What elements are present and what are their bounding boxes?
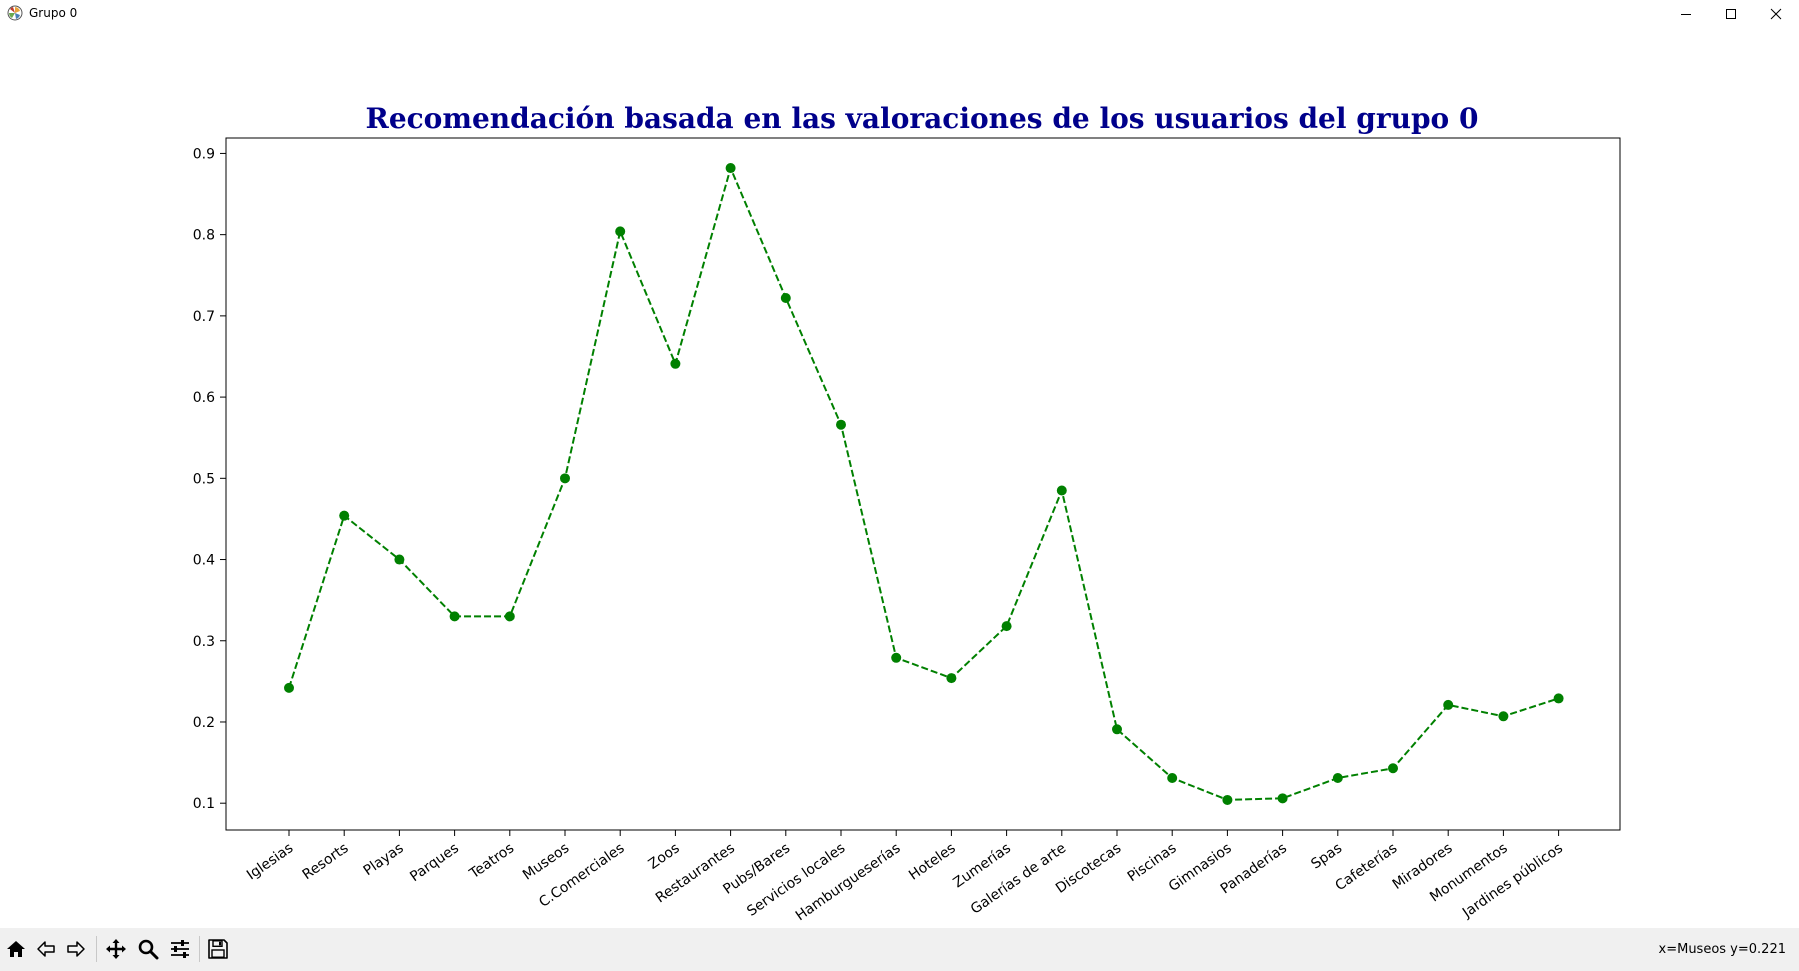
window-title: Grupo 0 (29, 6, 78, 20)
x-tick-label: Zoos (646, 840, 683, 873)
data-point[interactable] (449, 611, 460, 622)
x-tick-label: Galerías de arte (968, 840, 1069, 918)
plot-area (225, 137, 1621, 831)
matplotlib-icon (7, 5, 23, 21)
chart-title: Recomendación basada en las valoraciones… (366, 102, 1479, 135)
data-point[interactable] (1277, 793, 1288, 804)
y-axis: 0.1 0.2 0.3 0.4 0.5 0.6 0.7 0.8 0.9 (193, 146, 226, 812)
y-tick-label: 0.6 (193, 390, 215, 406)
x-tick-label: Playas (361, 840, 407, 879)
data-point[interactable] (394, 554, 405, 565)
y-tick-label: 0.5 (193, 471, 215, 487)
data-point[interactable] (1167, 773, 1178, 784)
x-axis: Iglesias Resorts Playas Parques Teatros Museo… (244, 830, 1566, 924)
data-point[interactable] (1388, 763, 1398, 774)
x-tick-label: Resorts (300, 840, 352, 883)
data-point[interactable] (725, 163, 736, 174)
x-tick-label: Cafeterías (1333, 840, 1401, 894)
close-button[interactable] (1753, 0, 1799, 28)
home-icon (7, 941, 25, 957)
maximize-icon (1726, 9, 1736, 19)
data-point[interactable] (339, 510, 350, 521)
data-point[interactable] (1112, 724, 1122, 735)
data-point[interactable] (1553, 693, 1564, 704)
line-chart: Recomendación basada en las valoraciones… (193, 102, 1621, 924)
data-point[interactable] (1332, 773, 1343, 784)
minimize-button[interactable] (1663, 0, 1709, 28)
arrow-left-icon (37, 941, 55, 957)
save-button[interactable] (205, 936, 231, 962)
figure-canvas[interactable]: Recomendación basada en las valoraciones… (0, 28, 1799, 928)
data-point[interactable] (1001, 621, 1012, 632)
data-point[interactable] (891, 652, 902, 663)
back-button[interactable] (33, 936, 59, 962)
data-point[interactable] (1222, 794, 1233, 805)
data-point[interactable] (615, 226, 626, 237)
x-tick-label: Parques (407, 840, 462, 885)
zoom-button[interactable] (135, 936, 161, 962)
move-icon (106, 939, 126, 959)
x-tick-label: Teatros (466, 840, 517, 882)
series-line (288, 165, 1559, 801)
y-tick-label: 0.8 (193, 228, 215, 244)
toolbar-separator (96, 936, 97, 962)
toolbar-separator (199, 936, 200, 962)
y-tick-label: 0.3 (193, 634, 215, 650)
close-icon (1770, 8, 1782, 20)
pan-button[interactable] (103, 936, 129, 962)
cursor-coordinates-readout: x=Museos y=0.221 (1658, 942, 1786, 957)
floppy-disk-icon (208, 939, 228, 959)
configure-subplots-button[interactable] (167, 936, 193, 962)
y-tick-label: 0.2 (193, 715, 215, 731)
home-button[interactable] (3, 936, 29, 962)
y-tick-label: 0.7 (193, 309, 215, 325)
sliders-icon (171, 940, 189, 958)
arrow-right-icon (67, 941, 85, 957)
series-layer (284, 163, 1564, 805)
x-tick-label: Spas (1308, 840, 1345, 872)
maximize-button[interactable] (1708, 0, 1754, 28)
data-point[interactable] (836, 419, 846, 430)
minimize-icon (1681, 14, 1691, 15)
data-point[interactable] (946, 673, 957, 684)
data-point[interactable] (504, 611, 515, 622)
data-point[interactable] (780, 293, 791, 304)
forward-button[interactable] (63, 936, 89, 962)
title-bar[interactable]: Grupo 0 (0, 0, 1799, 28)
data-point[interactable] (670, 358, 681, 369)
navigation-toolbar: x=Museos y=0.221 (0, 928, 1799, 971)
data-point[interactable] (1056, 485, 1067, 496)
y-tick-label: 0.1 (193, 796, 215, 812)
y-tick-label: 0.4 (193, 553, 215, 569)
data-point[interactable] (1498, 711, 1509, 722)
x-tick-label: Jardines públicos (1459, 840, 1566, 921)
magnifier-icon (138, 939, 159, 960)
x-tick-label: Hamburgueserías (793, 840, 904, 924)
data-point[interactable] (1443, 699, 1454, 710)
data-point[interactable] (284, 682, 294, 693)
data-point[interactable] (560, 473, 570, 484)
x-tick-label: Iglesias (244, 840, 296, 883)
y-tick-label: 0.9 (193, 146, 215, 162)
